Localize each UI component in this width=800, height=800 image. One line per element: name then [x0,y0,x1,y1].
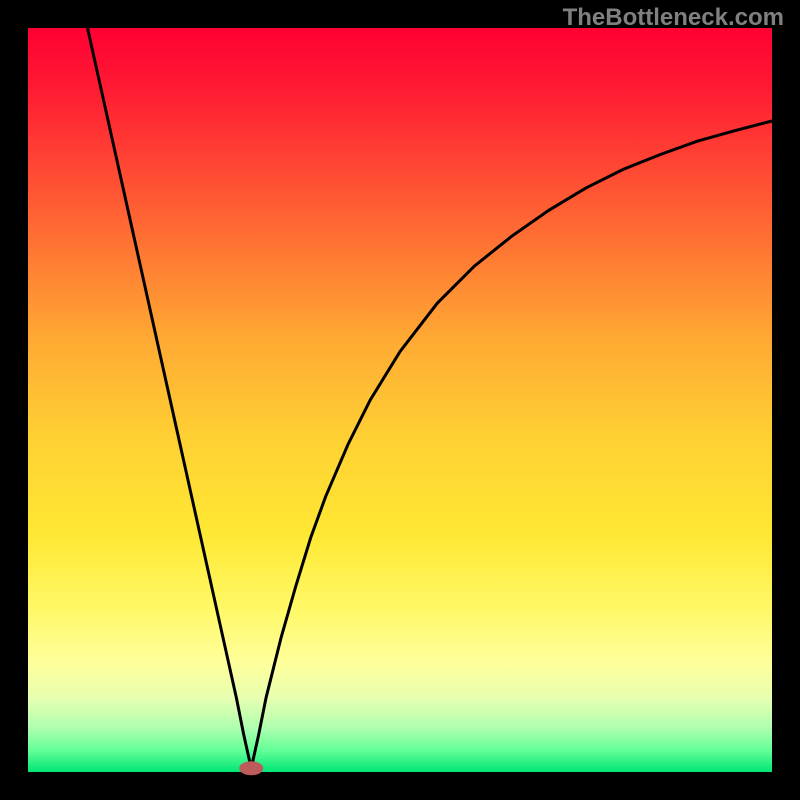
chart-container: { "watermark": { "text": "TheBottleneck.… [0,0,800,800]
bottleneck-chart [0,0,800,800]
minimum-marker [239,761,263,775]
watermark-text: TheBottleneck.com [563,4,784,32]
plot-background [28,28,772,772]
